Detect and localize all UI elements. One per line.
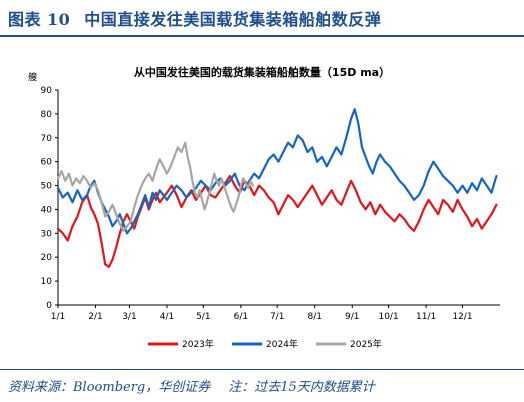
y-tick-label: 60 [41, 158, 53, 168]
x-tick-label: 7/1 [270, 312, 284, 322]
series-line-3 [56, 141, 255, 232]
x-tick-label: 6/1 [234, 312, 248, 322]
y-tick-label: 0 [46, 301, 52, 311]
y-tick-label: 10 [41, 277, 53, 287]
legend-label-1: 2023年 [182, 338, 214, 350]
y-tick-label: 20 [41, 253, 53, 263]
x-tick-label: 3/1 [122, 312, 136, 322]
chart: 从中国发往美国的载货集装箱船舶数量（15D ma） 艘 0 10 20 30 40 50 6… [28, 65, 500, 350]
x-tick-label: 1/1 [51, 312, 65, 322]
legend-label-2: 2024年 [266, 338, 298, 350]
series-line-1 [56, 174, 498, 268]
footer-rule [0, 369, 524, 370]
figure-label: 图表 [8, 10, 42, 29]
x-tick-label: 8/1 [307, 312, 321, 322]
figure-title-text: 中国直接发往美国载货集装箱船舶数反弹 [84, 10, 382, 29]
x-tick-label: 11/1 [416, 312, 436, 322]
series-line-2 [56, 108, 498, 235]
x-tick-label: 4/1 [160, 312, 174, 322]
y-tick-label: 70 [41, 134, 53, 144]
title-rule [0, 35, 524, 37]
y-axis-label: 艘 [28, 71, 37, 83]
x-tick-label: 5/1 [196, 312, 210, 322]
chart-title: 从中国发往美国的载货集装箱船舶数量（15D ma） [134, 65, 390, 79]
note-text: 注：过去15天内数据累计 [228, 380, 375, 395]
figure-number: 10 [47, 10, 71, 29]
x-axis: 1/1 2/1 3/1 4/1 5/1 6/1 7/1 8/1 9/1 10/1 11/1 12/1 [51, 304, 500, 322]
x-tick-label: 9/1 [345, 312, 359, 322]
source-line: 资料来源：Bloomberg，华创证券 注：过去15天内数据累计 [8, 376, 375, 395]
figure-title: 图表 10 中国直接发往美国载货集装箱船舶数反弹 [8, 6, 381, 30]
y-tick-label: 50 [41, 182, 53, 192]
y-tick-label: 30 [41, 229, 53, 239]
legend-label-3: 2025年 [350, 338, 382, 350]
x-tick-label: 10/1 [378, 312, 398, 322]
y-tick-label: 40 [41, 205, 53, 215]
y-tick-label: 90 [41, 86, 53, 96]
series-lines [56, 108, 498, 268]
x-tick-label: 2/1 [88, 312, 102, 322]
legend: 2023年 2024年 2025年 [148, 338, 382, 350]
y-tick-label: 80 [41, 110, 53, 120]
y-axis: 0 10 20 30 40 50 60 70 80 90 [41, 86, 59, 311]
x-tick-label: 12/1 [452, 312, 472, 322]
source-text: 资料来源：Bloomberg，华创证券 [8, 380, 211, 395]
